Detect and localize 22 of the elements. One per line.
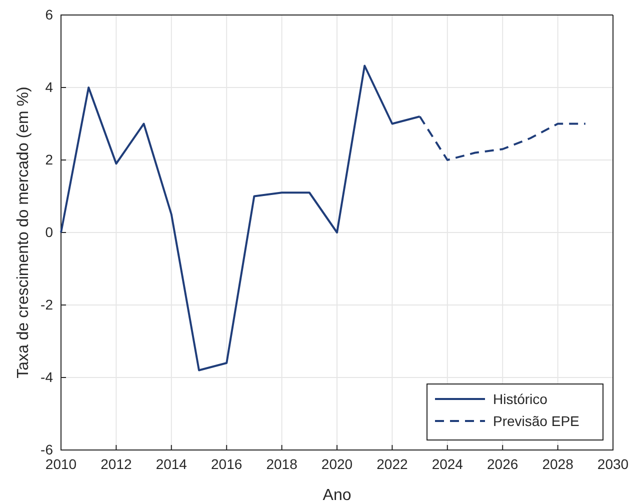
y-tick-label: 2 <box>45 151 54 168</box>
x-tick-label: 2012 <box>100 456 132 472</box>
x-tick-label: 2030 <box>597 456 629 472</box>
y-tick-label: -4 <box>40 368 54 385</box>
y-tick-label: -6 <box>40 441 54 458</box>
x-tick-label: 2018 <box>266 456 298 472</box>
x-tick-label: 2014 <box>156 456 188 472</box>
x-tick-label: 2016 <box>211 456 242 472</box>
x-tick-label: 2026 <box>487 456 518 472</box>
x-tick-label: 2010 <box>45 456 77 472</box>
y-tick-label: 4 <box>45 78 54 95</box>
x-tick-label: 2022 <box>376 456 408 472</box>
x-tick-label: 2028 <box>542 456 574 472</box>
x-axis-title: Ano <box>322 487 352 504</box>
y-axis-title: Taxa de crescimento do mercado (em %) <box>15 86 32 378</box>
legend-label: Previsão EPE <box>493 413 580 429</box>
legend-label: Histórico <box>493 391 548 407</box>
x-tick-label: 2024 <box>432 456 464 472</box>
y-tick-label: -2 <box>40 296 54 312</box>
y-tick-label: 6 <box>45 6 54 22</box>
y-tick-label: 0 <box>45 224 54 240</box>
x-tick-label: 2020 <box>321 456 353 472</box>
